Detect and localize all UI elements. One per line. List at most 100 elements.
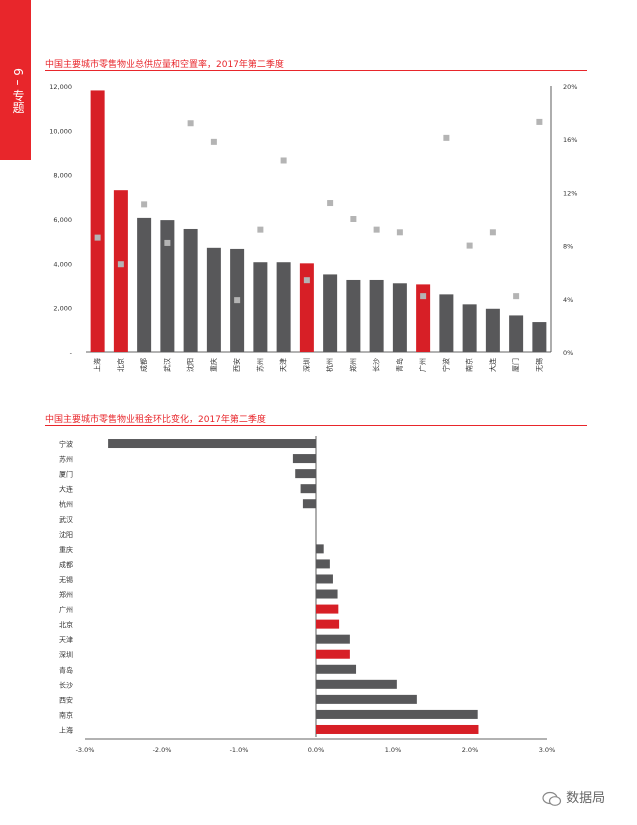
vacancy-marker — [210, 138, 217, 145]
y-tick-label: 成都 — [59, 560, 73, 569]
supply-bar — [369, 279, 384, 352]
rent-change-bar — [316, 559, 330, 569]
rent-change-bar — [316, 679, 397, 689]
supply-bar — [416, 284, 431, 352]
x-tick-label: 2.0% — [462, 746, 479, 754]
y-tick-label: 长沙 — [59, 680, 73, 689]
y-right-tick-label: 20% — [563, 83, 577, 91]
y-tick-label: 西安 — [59, 695, 73, 704]
supply-bar — [137, 217, 152, 352]
rent-change-bar — [300, 484, 316, 494]
y-right-tick-label: 16% — [563, 136, 577, 144]
supply-bar — [253, 262, 268, 352]
rent-change-bar — [295, 469, 316, 479]
vacancy-marker — [303, 277, 310, 284]
y-right-tick-label: 12% — [563, 189, 577, 197]
x-tick-label: 广州 — [418, 358, 427, 372]
rent-change-bar — [316, 709, 478, 719]
supply-bar — [276, 262, 291, 352]
vacancy-marker — [164, 239, 171, 246]
rent-change-bar — [302, 499, 316, 509]
supply-bar — [532, 322, 547, 352]
x-tick-label: 北京 — [116, 358, 125, 372]
y-tick-label: 大连 — [59, 485, 73, 494]
x-tick-label: 重庆 — [209, 358, 218, 372]
vacancy-marker — [373, 226, 380, 233]
chart2-title-rule — [45, 425, 587, 426]
y-tick-label: 无锡 — [59, 575, 73, 584]
y-tick-label: 深圳 — [59, 650, 73, 659]
x-tick-label: -1.0% — [230, 746, 249, 754]
vacancy-marker — [234, 297, 241, 304]
vacancy-marker — [513, 293, 520, 300]
supply-bar — [462, 304, 477, 352]
x-tick-label: 杭州 — [325, 358, 334, 372]
y-tick-label: 重庆 — [59, 545, 73, 554]
vacancy-marker — [94, 234, 101, 241]
supply-bar — [113, 190, 128, 352]
rent-change-bar — [292, 454, 316, 464]
y-tick-label: 上海 — [59, 725, 73, 734]
x-tick-label: -2.0% — [153, 746, 172, 754]
vacancy-marker — [327, 200, 334, 207]
y-left-tick-label: 6,000 — [53, 216, 72, 224]
supply-bar — [346, 279, 361, 352]
y-tick-label: 苏州 — [59, 455, 73, 464]
y-left-tick-label: 8,000 — [53, 172, 72, 180]
y-tick-label: 武汉 — [59, 515, 73, 524]
y-tick-label: 沈阳 — [59, 530, 73, 539]
vacancy-marker — [489, 229, 496, 236]
x-tick-label: 宁波 — [441, 358, 450, 372]
chart2-title: 中国主要城市零售物业租金环比变化，2017年第二季度 — [45, 415, 266, 425]
x-tick-label: 成都 — [139, 358, 148, 372]
vacancy-marker — [536, 118, 543, 125]
y-tick-label: 郑州 — [59, 591, 73, 599]
vacancy-marker — [141, 201, 148, 208]
rent-change-bar — [316, 544, 324, 554]
rent-change-bar — [316, 649, 350, 659]
supply-bar — [183, 228, 198, 352]
section-side-tab: 6 – 专题 — [0, 0, 31, 160]
x-tick-label: 大连 — [488, 358, 497, 372]
rent-change-bar — [316, 574, 333, 584]
x-tick-label: 郑州 — [349, 358, 357, 372]
x-tick-label: 苏州 — [255, 358, 264, 372]
rent-change-bar — [108, 439, 316, 449]
supply-bar — [160, 220, 175, 352]
rent-change-bar — [316, 589, 338, 599]
section-label: 6 – 专题 — [11, 68, 25, 114]
y-left-tick-label: 2,000 — [53, 305, 72, 313]
supply-bar — [509, 315, 524, 352]
supply-bar — [323, 274, 338, 352]
supply-bar — [299, 263, 314, 352]
y-tick-label: 宁波 — [59, 440, 73, 449]
rent-change-bar — [316, 724, 479, 734]
x-tick-label: 无锡 — [534, 358, 543, 372]
x-tick-label: 1.0% — [385, 746, 402, 754]
supply-vacancy-chart: - 2,000 4,000 6,000 8,000 10,000 12,000 0% 4% 8% 1… — [49, 83, 577, 372]
x-tick-label: 0.0% — [308, 746, 325, 754]
y-tick-label: 厦门 — [59, 470, 73, 479]
vacancy-marker — [257, 226, 264, 233]
vacancy-marker — [466, 242, 473, 249]
vacancy-marker — [280, 157, 287, 164]
x-tick-label: 长沙 — [372, 358, 381, 372]
rent-change-bar — [316, 694, 417, 704]
x-tick-label: 3.0% — [539, 746, 556, 754]
y-right-tick-label: 8% — [563, 243, 573, 251]
y-tick-label: 天津 — [59, 636, 73, 644]
x-tick-label: 厦门 — [511, 358, 520, 372]
y-tick-label: 南京 — [59, 710, 73, 719]
vacancy-marker — [396, 229, 403, 236]
rent-change-bar — [316, 619, 340, 629]
supply-bar — [392, 283, 407, 352]
x-tick-label: 南京 — [465, 358, 474, 372]
vacancy-marker — [443, 134, 450, 141]
x-tick-label: 沈阳 — [186, 358, 195, 372]
y-tick-label: 青岛 — [59, 665, 73, 674]
rent-change-bar — [316, 634, 350, 644]
vacancy-marker — [350, 216, 357, 222]
watermark-text: 数据局 — [566, 791, 606, 806]
y-tick-label: 广州 — [59, 605, 73, 614]
y-right-tick-label: 4% — [563, 296, 573, 304]
